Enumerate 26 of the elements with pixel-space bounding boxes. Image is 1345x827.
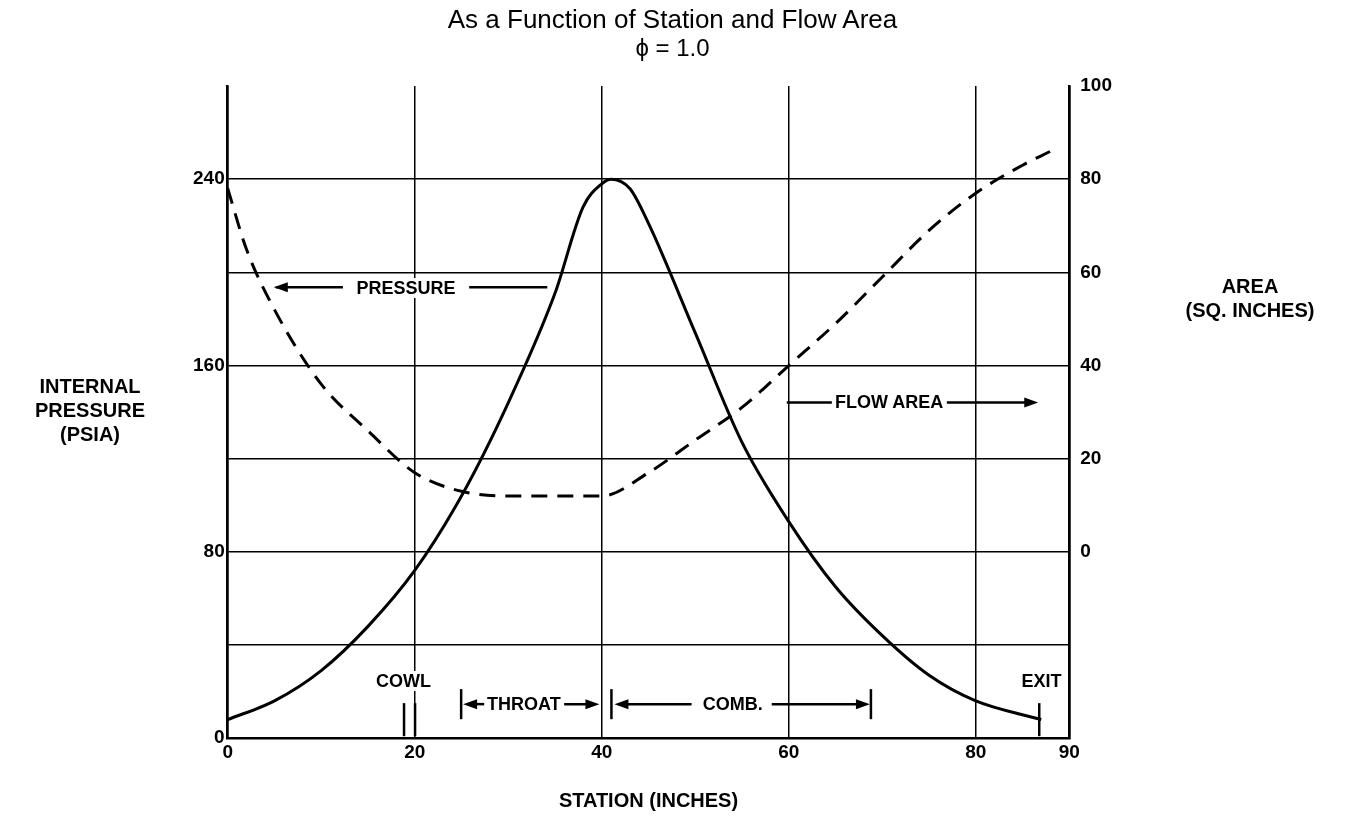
annotation: COWL — [373, 670, 435, 691]
y-axis-title: INTERNAL PRESSURE (PSIA) — [34, 374, 146, 446]
chart-title: As a Function of Station and Flow Area — [446, 4, 899, 35]
x-tick-label: 40 — [591, 740, 613, 762]
annotation: EXIT — [1018, 670, 1065, 691]
y2-tick-label: 60 — [1080, 260, 1102, 282]
y-tick-label: 160 — [193, 353, 225, 375]
y2-tick-label: 40 — [1080, 353, 1102, 375]
x-tick-label: 80 — [965, 740, 987, 762]
y-tick-label: 0 — [214, 726, 225, 748]
x-axis-title: STATION (INCHES) — [558, 788, 739, 812]
chart-subtitle: ϕ = 1.0 — [634, 34, 711, 62]
y-tick-label: 80 — [203, 540, 225, 562]
y2-tick-label: 20 — [1080, 446, 1102, 468]
annotation: PRESSURE — [353, 277, 459, 298]
x-tick-label: 90 — [1058, 740, 1080, 762]
y2-tick-label: 100 — [1080, 74, 1112, 96]
y2-tick-label: 80 — [1080, 167, 1102, 189]
x-tick-label: 60 — [778, 740, 800, 762]
annotation: THROAT — [484, 694, 564, 715]
y2-tick-label: 0 — [1080, 540, 1091, 562]
y2-axis-title: AREA (SQ. INCHES) — [1185, 274, 1315, 322]
annotation: COMB. — [699, 694, 766, 715]
annotation: FLOW AREA — [832, 392, 947, 413]
y-tick-label: 240 — [193, 167, 225, 189]
x-tick-label: 20 — [404, 740, 426, 762]
